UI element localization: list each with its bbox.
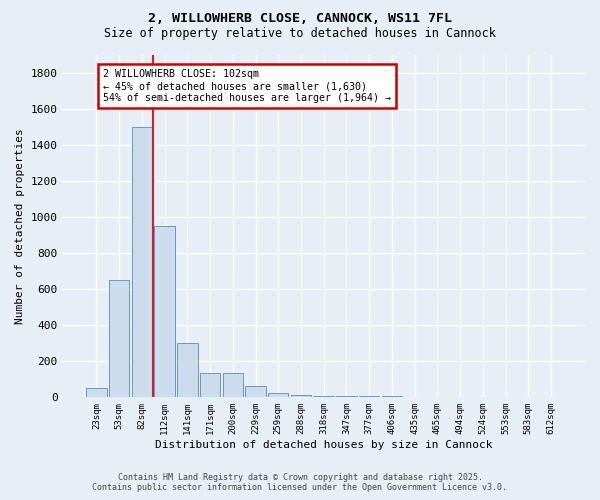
Bar [291,394,311,398]
Bar [496,397,516,398]
Bar [154,226,175,398]
Bar [131,127,152,398]
Text: Size of property relative to detached houses in Cannock: Size of property relative to detached ho… [104,28,496,40]
Bar [109,280,130,398]
Bar [245,386,266,398]
Bar [86,388,107,398]
Text: Contains HM Land Registry data © Crown copyright and database right 2025.
Contai: Contains HM Land Registry data © Crown c… [92,473,508,492]
Text: 2 WILLOWHERB CLOSE: 102sqm
← 45% of detached houses are smaller (1,630)
54% of s: 2 WILLOWHERB CLOSE: 102sqm ← 45% of deta… [103,70,391,102]
Text: 2, WILLOWHERB CLOSE, CANNOCK, WS11 7FL: 2, WILLOWHERB CLOSE, CANNOCK, WS11 7FL [148,12,452,26]
Bar [177,344,197,398]
Bar [427,397,448,398]
Y-axis label: Number of detached properties: Number of detached properties [15,128,25,324]
X-axis label: Distribution of detached houses by size in Cannock: Distribution of detached houses by size … [155,440,493,450]
Bar [541,397,561,398]
Bar [268,393,289,398]
Bar [382,396,402,398]
Bar [404,397,425,398]
Bar [313,396,334,398]
Bar [223,373,243,398]
Bar [200,373,220,398]
Bar [359,396,379,398]
Bar [336,396,356,398]
Bar [450,397,470,398]
Bar [473,397,493,398]
Bar [518,397,539,398]
